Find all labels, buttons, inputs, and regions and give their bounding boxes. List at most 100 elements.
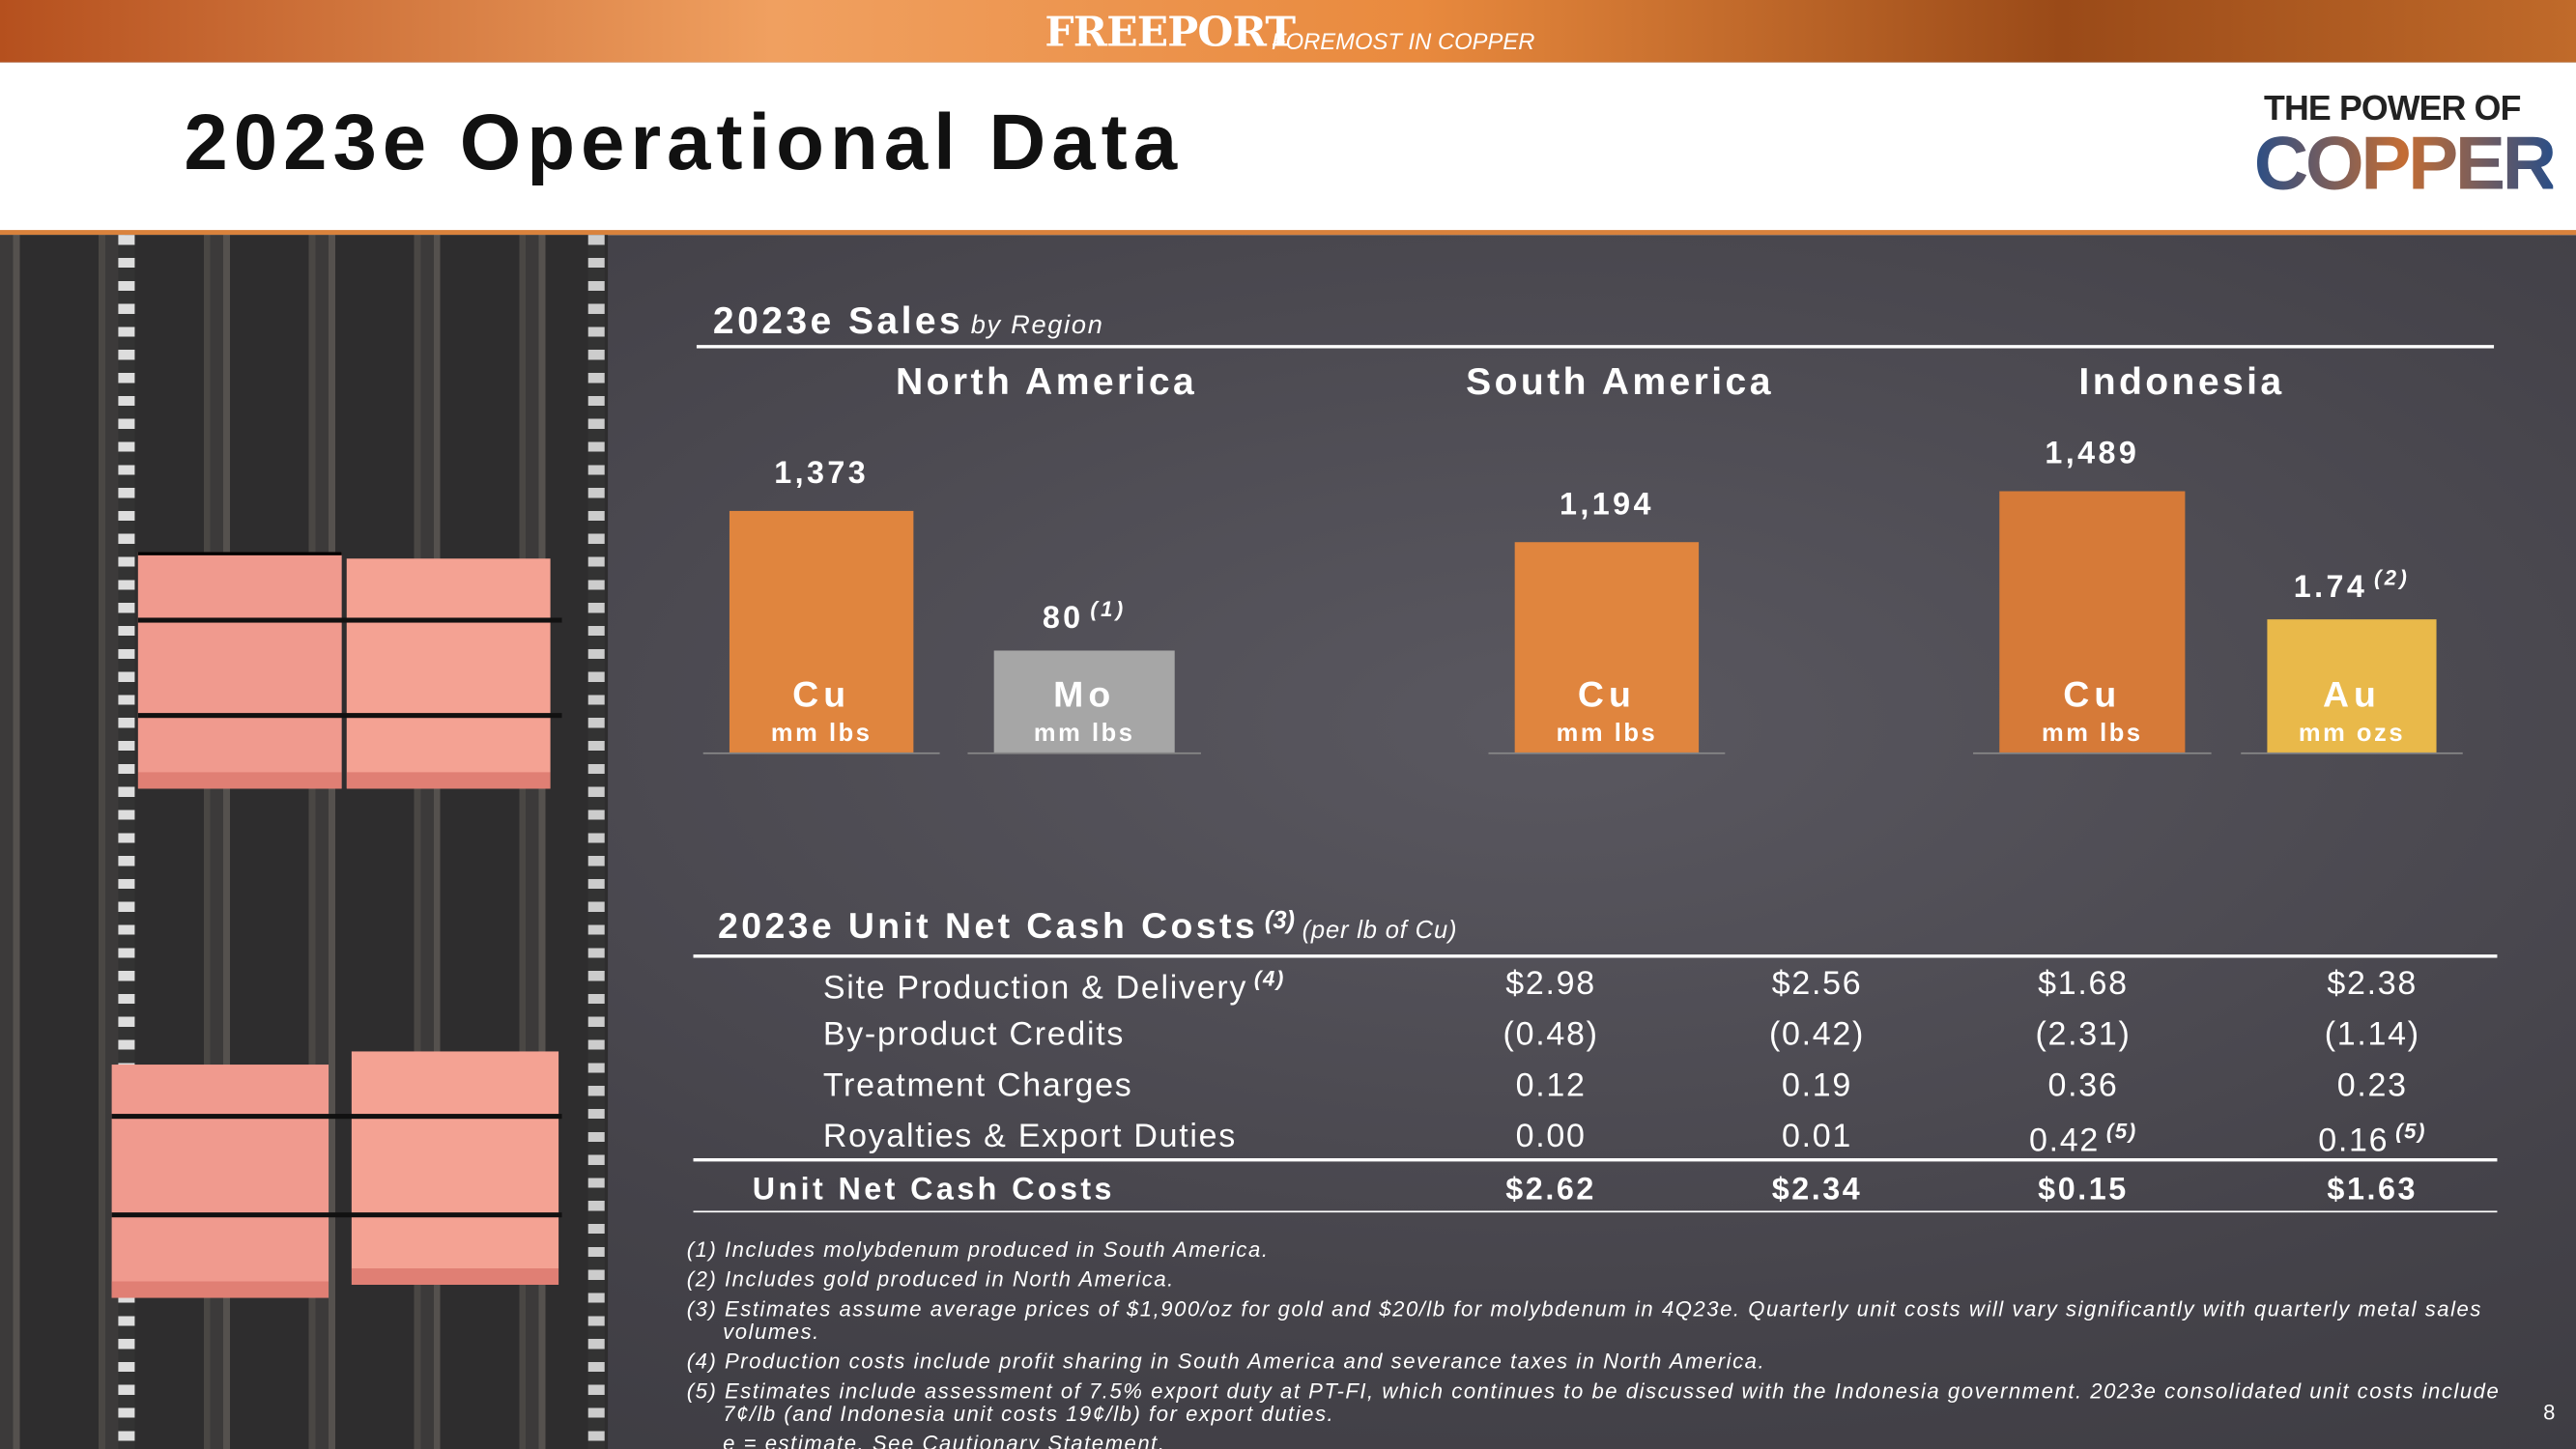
cell-note: (5): [2395, 1119, 2427, 1144]
row-label-text: By-product Credits: [822, 1016, 1126, 1054]
logo-top: THE POWER OF: [2264, 90, 2521, 128]
brand: FREEPORT: [1045, 8, 1296, 56]
bar: [1514, 542, 1700, 753]
bar-unit: mm lbs: [1033, 719, 1135, 748]
region-name: South America: [1466, 359, 1774, 403]
cell: (0.42): [1769, 1017, 1865, 1055]
cell-value: (0.48): [1503, 1016, 1599, 1054]
cell-value: 0.36: [2047, 1067, 2119, 1104]
bar-metal: Mo: [1053, 673, 1116, 715]
strap: [137, 617, 562, 623]
baseline: [2241, 752, 2463, 754]
value-text: 80: [1042, 602, 1084, 637]
rule: [696, 345, 2495, 349]
bar: [993, 650, 1175, 753]
value-label: 80 (1): [1043, 596, 1127, 638]
value-text: 1.74: [2293, 570, 2368, 606]
region-name: Indonesia: [2078, 359, 2285, 403]
row-label-text: Royalties & Export Duties: [822, 1119, 1237, 1155]
sales-heading: 2023e Sales by Region: [713, 299, 1104, 344]
row-label: Royalties & Export Duties: [823, 1119, 1237, 1156]
baseline: [1973, 752, 2212, 754]
value-text: 1,489: [2045, 436, 2140, 471]
footnote: (5) Estimates include assessment of 7.5%…: [686, 1378, 2501, 1427]
cell: $0.15: [2038, 1173, 2129, 1208]
footnotes: (1) Includes molybdenum produced in Sout…: [686, 1236, 2560, 1449]
bar-metal: Cu: [1577, 673, 1636, 715]
bar-metal: Cu: [2063, 673, 2122, 715]
costs-note: (3): [1264, 906, 1296, 935]
footnote: (1) Includes molybdenum produced in Sout…: [686, 1236, 1270, 1263]
cell: 0.00: [1516, 1119, 1587, 1156]
cell-value: 0.01: [1782, 1119, 1853, 1155]
baseline: [1488, 752, 1726, 754]
copper-plate: [351, 1051, 559, 1285]
total-label: Unit Net Cash Costs: [752, 1173, 1115, 1208]
cell-value: $1.68: [2038, 966, 2129, 1003]
bar-metal: Cu: [792, 673, 851, 715]
cell: 0.36: [2047, 1067, 2118, 1105]
header-band: [0, 62, 2576, 236]
bar-unit: mm lbs: [770, 719, 873, 748]
cell-value: (2.31): [2035, 1016, 2132, 1054]
cell: 0.42 (5): [2029, 1119, 2137, 1161]
cell: $1.63: [2327, 1173, 2418, 1208]
top-bar: [0, 0, 2576, 63]
row-note: (4): [1253, 966, 1286, 991]
value-label: 1,373: [774, 457, 869, 493]
logo-bottom: COPPER: [2253, 120, 2557, 206]
cell: 0.16 (5): [2318, 1119, 2426, 1161]
cell: 0.01: [1782, 1119, 1852, 1156]
baseline: [702, 752, 940, 754]
copper-plate: [111, 1065, 329, 1298]
cell: (2.31): [2035, 1017, 2131, 1055]
cell-value: 0.23: [2336, 1067, 2408, 1104]
value-note: (2): [2374, 565, 2411, 590]
bar-unit: mm ozs: [2298, 719, 2406, 748]
cell-value: $2.34: [1771, 1173, 1863, 1208]
strap: [137, 713, 562, 719]
row-label-text: Site Production & Delivery: [822, 970, 1248, 1007]
bar-unit: mm lbs: [1556, 719, 1658, 748]
value-label: 1.74 (2): [2294, 565, 2411, 607]
page-number: 8: [2543, 1399, 2556, 1425]
cell: (0.48): [1503, 1017, 1599, 1055]
costs-title: 2023e Unit Net Cash Costs: [718, 905, 1259, 947]
cell-value: 0.12: [1515, 1067, 1587, 1104]
cell-value: 0.00: [1515, 1119, 1587, 1155]
rule: [693, 1157, 2498, 1162]
sales-title: 2023e Sales: [712, 298, 964, 342]
footnote: e = estimate. See Cautionary Statement.: [723, 1431, 1166, 1449]
cell-value: (1.14): [2324, 1016, 2420, 1054]
copper-plate: [137, 552, 342, 789]
region-name: North America: [895, 359, 1198, 403]
cell: (1.14): [2325, 1017, 2420, 1055]
cell-value: $2.62: [1505, 1173, 1596, 1208]
cell-note: (5): [2105, 1119, 2137, 1144]
cell: $1.68: [2038, 966, 2129, 1004]
costs-subtitle: (per lb of Cu): [1302, 916, 1458, 945]
tagline: FOREMOST IN COPPER: [1272, 27, 1535, 55]
cell-value: $0.15: [2038, 1173, 2129, 1208]
cell-value: $1.63: [2327, 1173, 2419, 1208]
value-text: 1,194: [1559, 488, 1654, 524]
cell-value: 0.16: [2318, 1122, 2390, 1160]
cell-value: 0.42: [2029, 1122, 2101, 1160]
bar: [1999, 490, 2186, 753]
value-label: 1,489: [2045, 437, 2139, 472]
rule: [693, 954, 2498, 958]
bar-metal: Au: [2322, 673, 2382, 715]
cell: $2.62: [1505, 1173, 1596, 1208]
sales-subtitle: by Region: [970, 312, 1104, 341]
copper-plate: [346, 558, 551, 789]
cell: 0.19: [1782, 1067, 1852, 1105]
cell: 0.23: [2337, 1067, 2408, 1105]
row-label-text: Treatment Charges: [822, 1067, 1133, 1104]
cell-value: $2.38: [2327, 966, 2419, 1003]
cell: 0.12: [1516, 1067, 1587, 1105]
cell-value: $2.98: [1505, 966, 1596, 1003]
value-note: (1): [1090, 596, 1127, 621]
cell-value: (0.42): [1769, 1016, 1866, 1054]
cell-value: 0.19: [1782, 1067, 1853, 1104]
